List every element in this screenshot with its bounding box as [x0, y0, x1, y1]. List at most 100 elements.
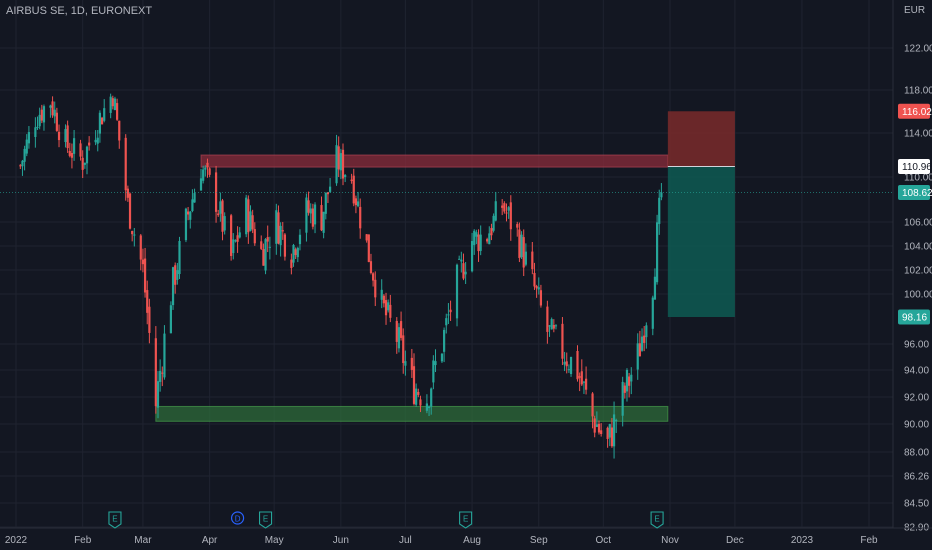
earnings-marker[interactable]: E [459, 511, 473, 529]
time-tick-label: Feb [74, 535, 92, 546]
price-tick-label: 84.50 [904, 499, 929, 510]
candle-body [335, 145, 338, 184]
candle [208, 167, 211, 178]
candle [554, 324, 558, 330]
candle [234, 239, 237, 243]
candle [494, 191, 497, 222]
candle [131, 230, 134, 242]
candle [171, 266, 175, 310]
candle-body [645, 325, 648, 338]
candle [395, 317, 398, 354]
candle-body [567, 369, 570, 371]
candle-body [518, 229, 521, 258]
candle-body [19, 165, 22, 167]
candle-body [292, 244, 295, 263]
candle [275, 203, 278, 255]
price-badge-last: 108.62 [898, 185, 932, 201]
candle-body [606, 427, 609, 439]
candle [85, 145, 89, 175]
candle [279, 222, 282, 257]
resistance-zone[interactable] [200, 154, 669, 168]
candle [582, 380, 586, 394]
candle [262, 243, 265, 266]
candle-body [462, 263, 465, 279]
position-target-zone[interactable] [667, 111, 735, 167]
candle [655, 214, 659, 285]
candle [533, 262, 536, 290]
candle-body [522, 237, 525, 268]
candle [79, 139, 82, 161]
candle [169, 301, 172, 334]
earnings-marker[interactable]: E [650, 511, 664, 529]
candle-body [610, 427, 614, 447]
candle-body [488, 233, 491, 245]
candle [199, 168, 203, 191]
candle [191, 189, 194, 213]
candle-body [337, 146, 340, 170]
candle-body [223, 216, 226, 231]
support-zone[interactable] [155, 405, 669, 422]
candle-body [597, 423, 601, 433]
candle [597, 420, 601, 435]
candle-body [64, 129, 67, 142]
candle-body [320, 205, 323, 231]
candle [660, 183, 663, 201]
candle [492, 213, 495, 233]
candle [397, 323, 401, 353]
candle-body [354, 198, 358, 206]
candle [64, 124, 67, 148]
candle [447, 303, 450, 325]
candle [337, 136, 340, 178]
position-tool[interactable] [0, 111, 893, 317]
candle-body [344, 175, 347, 178]
candle [565, 352, 568, 374]
candle [223, 212, 226, 235]
candle [178, 236, 181, 280]
candle [100, 116, 104, 125]
candle-body [51, 101, 54, 116]
candle-body [290, 259, 293, 268]
candle [53, 101, 56, 124]
candle [335, 134, 338, 186]
position-stop-zone[interactable] [667, 166, 735, 317]
candle [264, 238, 267, 275]
candle [23, 145, 26, 171]
candle-body [552, 325, 555, 329]
candle [27, 126, 31, 149]
price-axis[interactable]: 122.00 118.00 114.00 110.00 106.00 104.00 102.… [892, 0, 932, 534]
candle [189, 210, 192, 229]
candle-body [128, 193, 132, 229]
candle [630, 367, 633, 395]
candle [531, 241, 534, 275]
candle-body [507, 207, 510, 211]
time-tick-label: Jul [399, 535, 412, 546]
candle-body [313, 204, 317, 225]
candle [260, 235, 263, 251]
candle-body [477, 234, 480, 252]
candle-body [640, 336, 644, 351]
dividend-marker[interactable]: D [230, 511, 245, 525]
price-tick-label: 90.00 [904, 420, 929, 431]
candle [202, 165, 205, 184]
price-tick-label: 100.00 [904, 290, 932, 301]
candle-body [156, 381, 160, 408]
candle-body [283, 234, 287, 257]
candle [561, 317, 564, 366]
candle [591, 392, 594, 429]
earnings-marker[interactable]: E [108, 511, 122, 529]
candle [344, 174, 347, 183]
candle [563, 351, 566, 372]
symbol-title[interactable]: AIRBUS SE, 1D, EURONEXT [6, 5, 153, 17]
candle [103, 99, 106, 123]
candle-body [546, 306, 549, 332]
price-tick-label: 114.00 [904, 129, 932, 140]
candle-body [501, 205, 504, 208]
candle [372, 272, 375, 287]
candle [154, 326, 157, 414]
candle-body [81, 157, 84, 170]
earnings-marker[interactable]: E [259, 511, 273, 529]
candle [36, 116, 39, 130]
candle-body [109, 96, 112, 113]
